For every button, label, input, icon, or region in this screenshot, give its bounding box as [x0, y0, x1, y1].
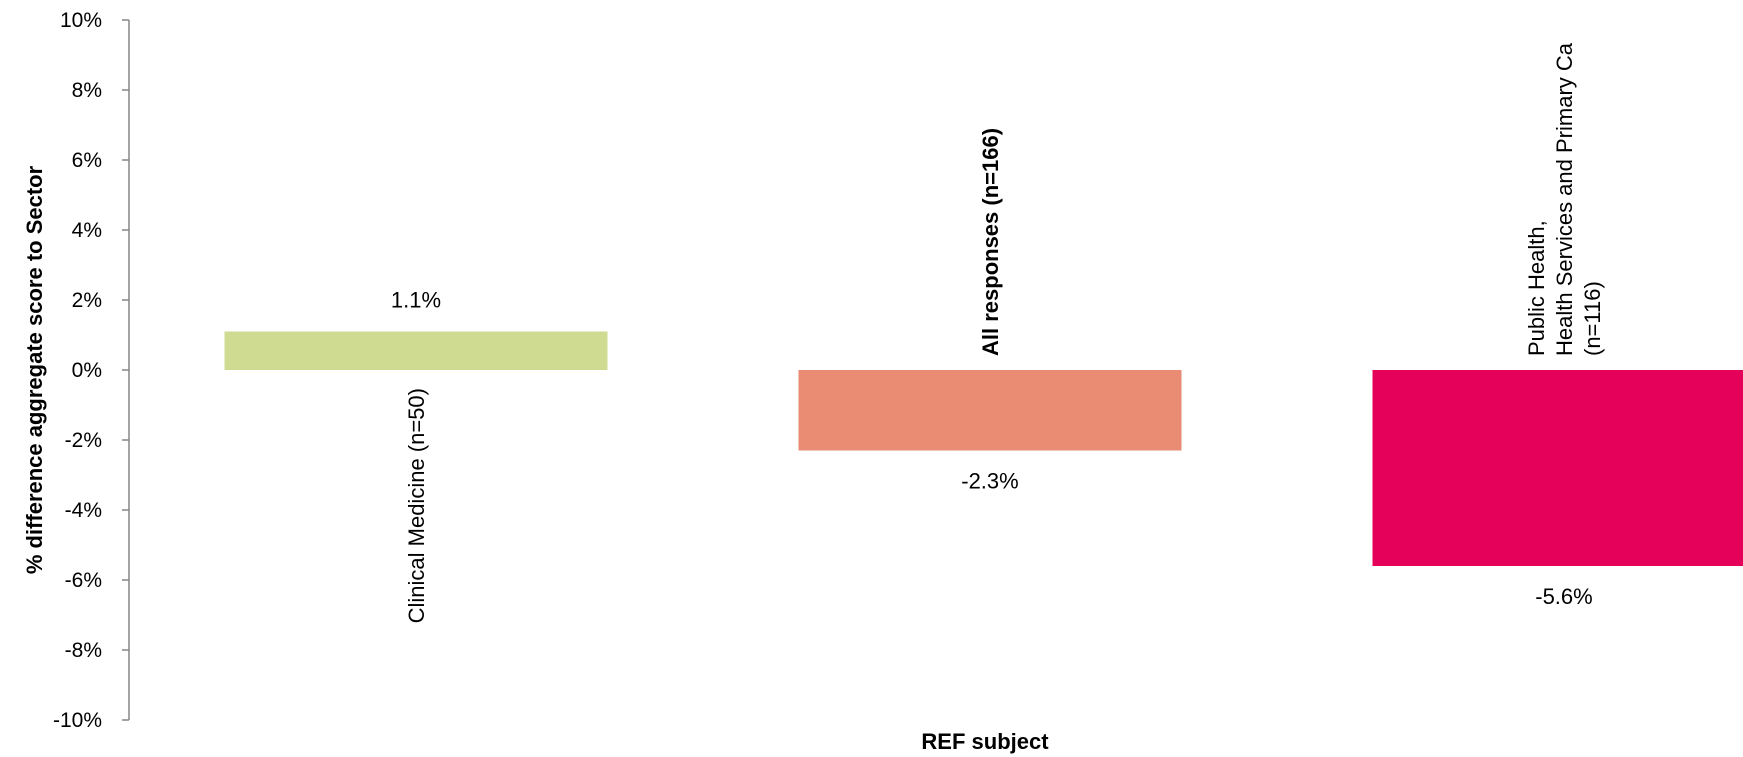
category-label-line: (n=116)	[1580, 281, 1605, 356]
y-tick-label: 8%	[72, 79, 102, 102]
bar	[1372, 370, 1743, 566]
y-axis: 10% 8% 6% 4% 2% 0% -2% -4% -6% -8% -10%	[53, 9, 130, 732]
y-tick-label: 0%	[72, 359, 102, 382]
category-label-line: Public Health,	[1524, 220, 1549, 356]
y-tick-label: 2%	[72, 289, 102, 312]
y-tick-label: -8%	[65, 639, 102, 662]
category-label-line: Health Services and Primary Ca	[1552, 42, 1577, 356]
bar	[224, 331, 608, 370]
category-label: Public Health, Health Services and Primar…	[1524, 42, 1605, 356]
x-axis-title: REF subject	[921, 729, 1049, 754]
y-tick-label: 10%	[60, 9, 102, 32]
y-tick-label: -2%	[65, 429, 102, 452]
category-label: Clinical Medicine (n=50)	[404, 388, 429, 623]
category-labels: Clinical Medicine (n=50) All responses (n…	[404, 42, 1605, 623]
data-labels: 1.1% -2.3% -5.6%	[391, 288, 1593, 610]
category-label-line: All responses (n=166)	[978, 128, 1003, 356]
bar-value-label: -5.6%	[1535, 584, 1592, 609]
y-tick-label: -10%	[53, 709, 102, 732]
bar-value-label: -2.3%	[961, 469, 1018, 494]
y-tick-label: -6%	[65, 569, 102, 592]
y-tick-label: -4%	[65, 499, 102, 522]
y-tick-label: 4%	[72, 219, 102, 242]
y-tick-label: 6%	[72, 149, 102, 172]
y-axis-title: % difference aggregate score to Sector	[22, 165, 47, 574]
category-label: All responses (n=166)	[978, 128, 1003, 356]
bars	[224, 331, 1743, 566]
category-label-line: Clinical Medicine (n=50)	[404, 388, 429, 623]
bar-value-label: 1.1%	[391, 288, 441, 313]
bar	[798, 370, 1182, 451]
